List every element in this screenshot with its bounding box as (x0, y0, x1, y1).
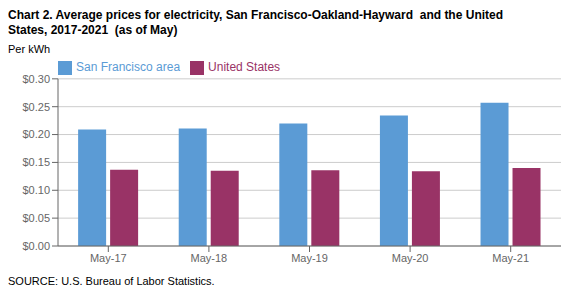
svg-text:$0.00: $0.00 (22, 240, 50, 252)
svg-text:$0.30: $0.30 (22, 73, 50, 85)
svg-text:May-20: May-20 (392, 252, 429, 264)
svg-text:$0.15: $0.15 (22, 156, 50, 168)
svg-text:$0.25: $0.25 (22, 101, 50, 113)
svg-text:$0.20: $0.20 (22, 128, 50, 140)
svg-text:May-17: May-17 (90, 252, 127, 264)
html-text:Chart 2. Average prices for el: Chart 2. Average prices for electricity,… (8, 8, 503, 22)
html-text:States, 2017-2021 (as of May): States, 2017-2021 (as of May) (8, 23, 178, 37)
svg-text:$0.05: $0.05 (22, 212, 50, 224)
html-text:San Francisco area: San Francisco area (76, 60, 181, 74)
svg-text:May-18: May-18 (191, 252, 228, 264)
html-text:Per kWh: Per kWh (8, 43, 51, 55)
svg-text:$0.10: $0.10 (22, 184, 50, 196)
html-text:SOURCE: U.S. Bureau of Labor S: SOURCE: U.S. Bureau of Labor Statistics. (8, 275, 215, 287)
svg-text:May-19: May-19 (291, 252, 328, 264)
html-text:United States: United States (208, 60, 281, 74)
svg-text:May-21: May-21 (492, 252, 529, 264)
